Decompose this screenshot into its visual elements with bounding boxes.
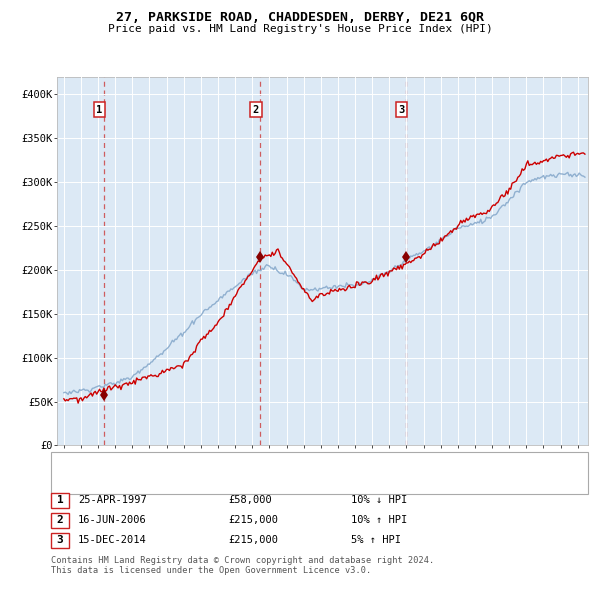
- Text: 3: 3: [398, 105, 404, 115]
- Text: 27, PARKSIDE ROAD, CHADDESDEN, DERBY, DE21 6QR: 27, PARKSIDE ROAD, CHADDESDEN, DERBY, DE…: [116, 11, 484, 24]
- Text: £215,000: £215,000: [228, 536, 278, 545]
- Text: HPI: Average price, detached house, City of Derby: HPI: Average price, detached house, City…: [81, 479, 369, 489]
- Text: 1: 1: [96, 105, 103, 115]
- Text: 27, PARKSIDE ROAD, CHADDESDEN, DERBY, DE21 6QR (detached house): 27, PARKSIDE ROAD, CHADDESDEN, DERBY, DE…: [81, 459, 451, 469]
- Text: —: —: [58, 475, 68, 493]
- Text: —: —: [58, 455, 68, 473]
- Text: 2: 2: [253, 105, 259, 115]
- Text: £215,000: £215,000: [228, 516, 278, 525]
- Text: 5% ↑ HPI: 5% ↑ HPI: [351, 536, 401, 545]
- Text: Price paid vs. HM Land Registry's House Price Index (HPI): Price paid vs. HM Land Registry's House …: [107, 24, 493, 34]
- Text: £58,000: £58,000: [228, 496, 272, 505]
- Text: 1: 1: [56, 496, 64, 505]
- Text: Contains HM Land Registry data © Crown copyright and database right 2024.
This d: Contains HM Land Registry data © Crown c…: [51, 556, 434, 575]
- Text: 10% ↑ HPI: 10% ↑ HPI: [351, 516, 407, 525]
- Text: 25-APR-1997: 25-APR-1997: [78, 496, 147, 505]
- Text: 16-JUN-2006: 16-JUN-2006: [78, 516, 147, 525]
- Text: 2: 2: [56, 516, 64, 525]
- Text: 15-DEC-2014: 15-DEC-2014: [78, 536, 147, 545]
- Text: 10% ↓ HPI: 10% ↓ HPI: [351, 496, 407, 505]
- Text: 3: 3: [56, 536, 64, 545]
